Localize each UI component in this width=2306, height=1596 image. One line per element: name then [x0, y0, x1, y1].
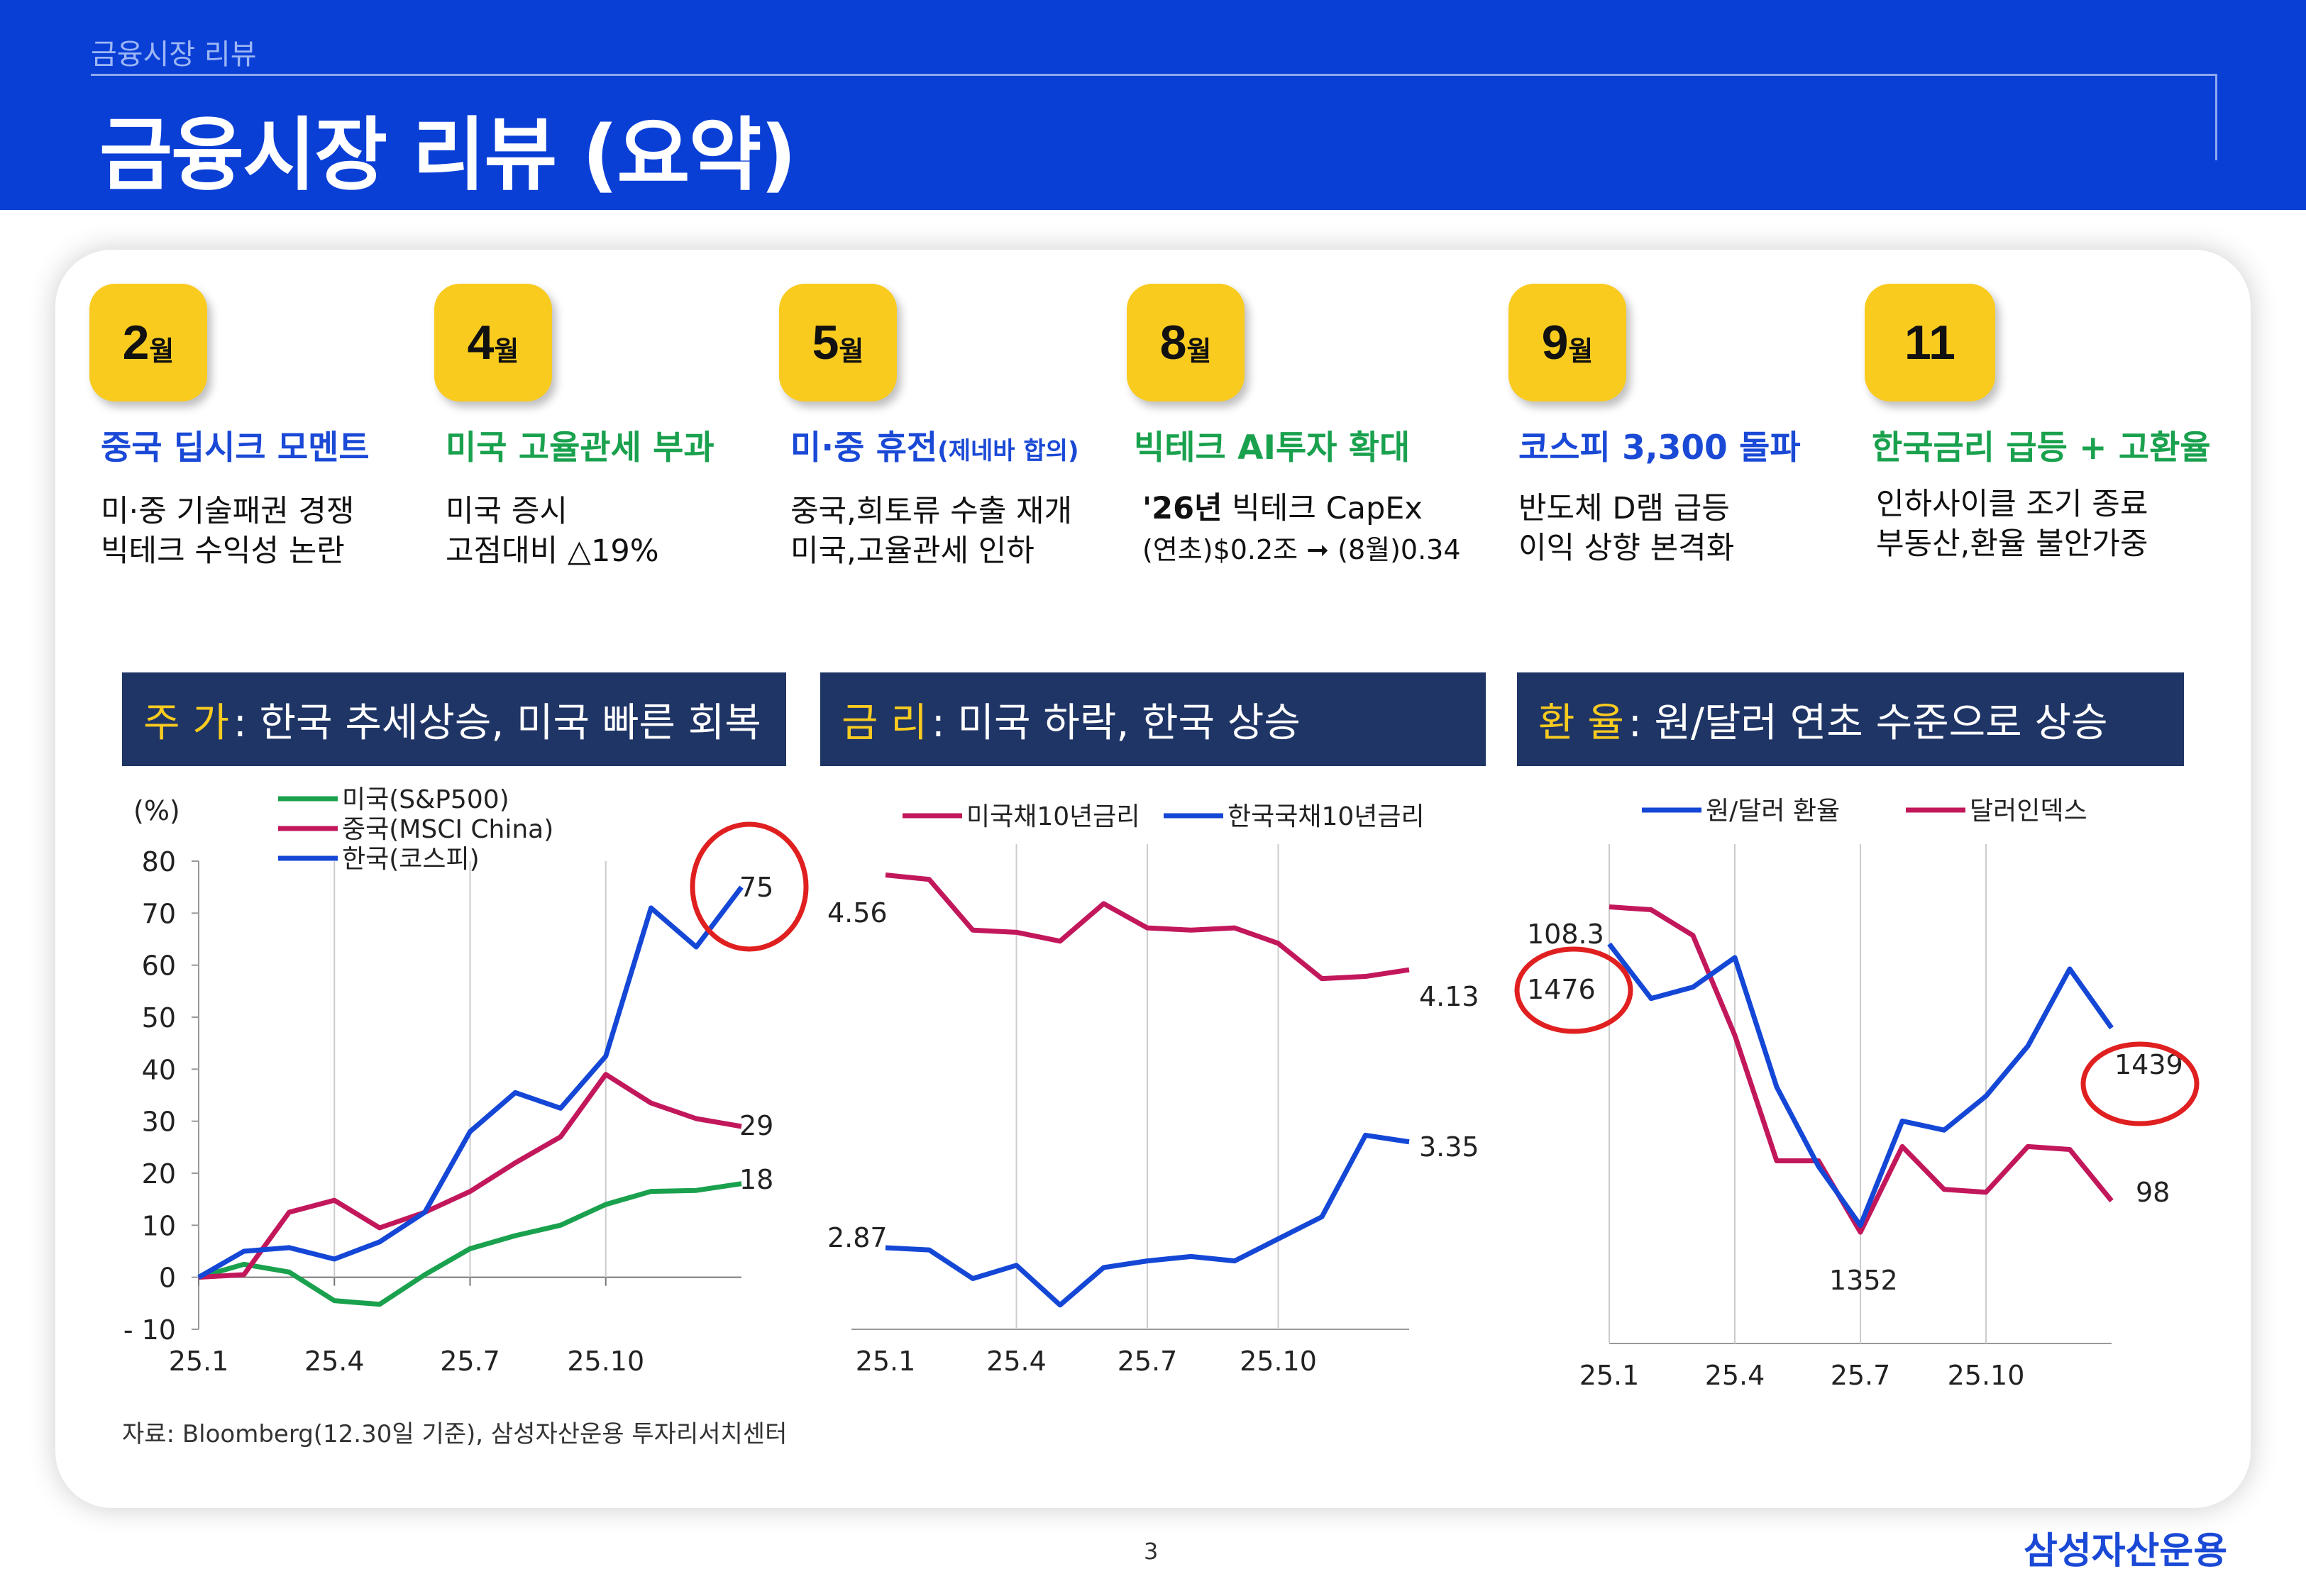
milestone-line: 미국,고율관세 인하	[790, 533, 1035, 569]
header-divider	[91, 74, 2217, 76]
milestone-title: 중국 딥시크 모멘트	[101, 428, 370, 467]
milestone-title: 한국금리 급등 + 고환율	[1872, 428, 2211, 467]
milestone-line: 미·중 기술패권 경쟁	[101, 494, 355, 529]
milestone-title: 빅테크 AI투자 확대	[1134, 428, 1411, 467]
header-bar: 금융시장 리뷰 금융시장 리뷰 (요약)	[0, 0, 2306, 210]
milestone-line: 부동산,환율 불안가중	[1876, 526, 2148, 562]
month-badge: 11	[1865, 284, 1995, 401]
page-title: 금융시장 리뷰 (요약)	[99, 109, 797, 201]
milestone-title: 미국 고율관세 부과	[446, 428, 715, 467]
milestone-line: 중국,희토류 수출 재개	[790, 494, 1073, 529]
milestone-title: 코스피 3,300 돌파	[1518, 428, 1801, 467]
source-note: 자료: Bloomberg(12.30일 기준), 삼성자산운용 투자리서치센터	[122, 1420, 788, 1448]
header-divider-end	[2215, 74, 2217, 160]
milestone-line: 인하사이클 조기 종료	[1876, 487, 2148, 522]
milestone-line: 고점대비 △19%	[446, 533, 659, 569]
milestone-title: 미·중 휴전(제네바 합의)	[790, 428, 1079, 467]
brand-logo: 삼성자산운용	[2024, 1530, 2228, 1573]
section-header-fx: 환 율 : 원/달러 연초 수준으로 상승	[1517, 672, 2184, 766]
page-number: 3	[1144, 1538, 1159, 1565]
milestone-line: (연초)$0.2조 ➞ (8월)0.34	[1142, 534, 1461, 565]
breadcrumb: 금융시장 리뷰	[91, 38, 257, 71]
milestone-line: 반도체 D램 급등	[1518, 491, 1730, 526]
section-header-rates: 금 리 : 미국 하락, 한국 상승	[820, 672, 1486, 766]
milestone-line: 빅테크 수익성 논란	[101, 533, 345, 569]
milestone-line: '26년 빅테크 CapEx	[1142, 491, 1423, 526]
milestone-line: 이익 상향 본격화	[1518, 531, 1735, 566]
section-header-stocks: 주 가 : 한국 추세상승, 미국 빠른 회복	[122, 672, 786, 766]
milestone-line: 미국 증시	[446, 494, 568, 529]
